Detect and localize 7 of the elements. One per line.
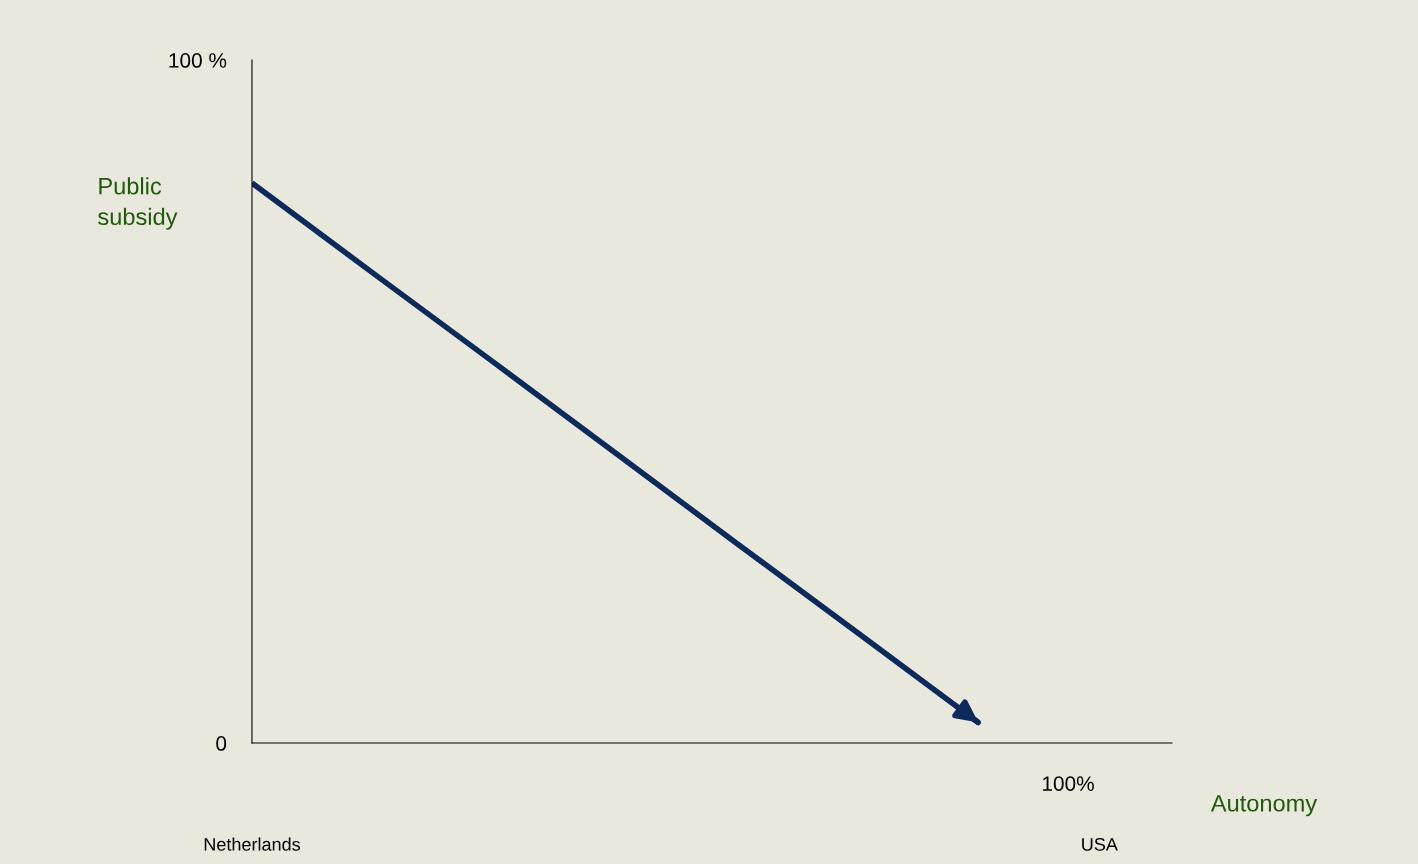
y-tick-label: 0 <box>216 736 227 751</box>
x-axis-title: Autonomy <box>1210 795 1318 817</box>
x-tick-label: Netherlands <box>204 837 301 851</box>
y-tick-label: 100 % <box>169 53 227 68</box>
y-axis-title: Public subsidy <box>98 177 178 230</box>
x-tick-label: USA <box>1082 837 1118 851</box>
text: 100% <box>1042 776 1094 791</box>
